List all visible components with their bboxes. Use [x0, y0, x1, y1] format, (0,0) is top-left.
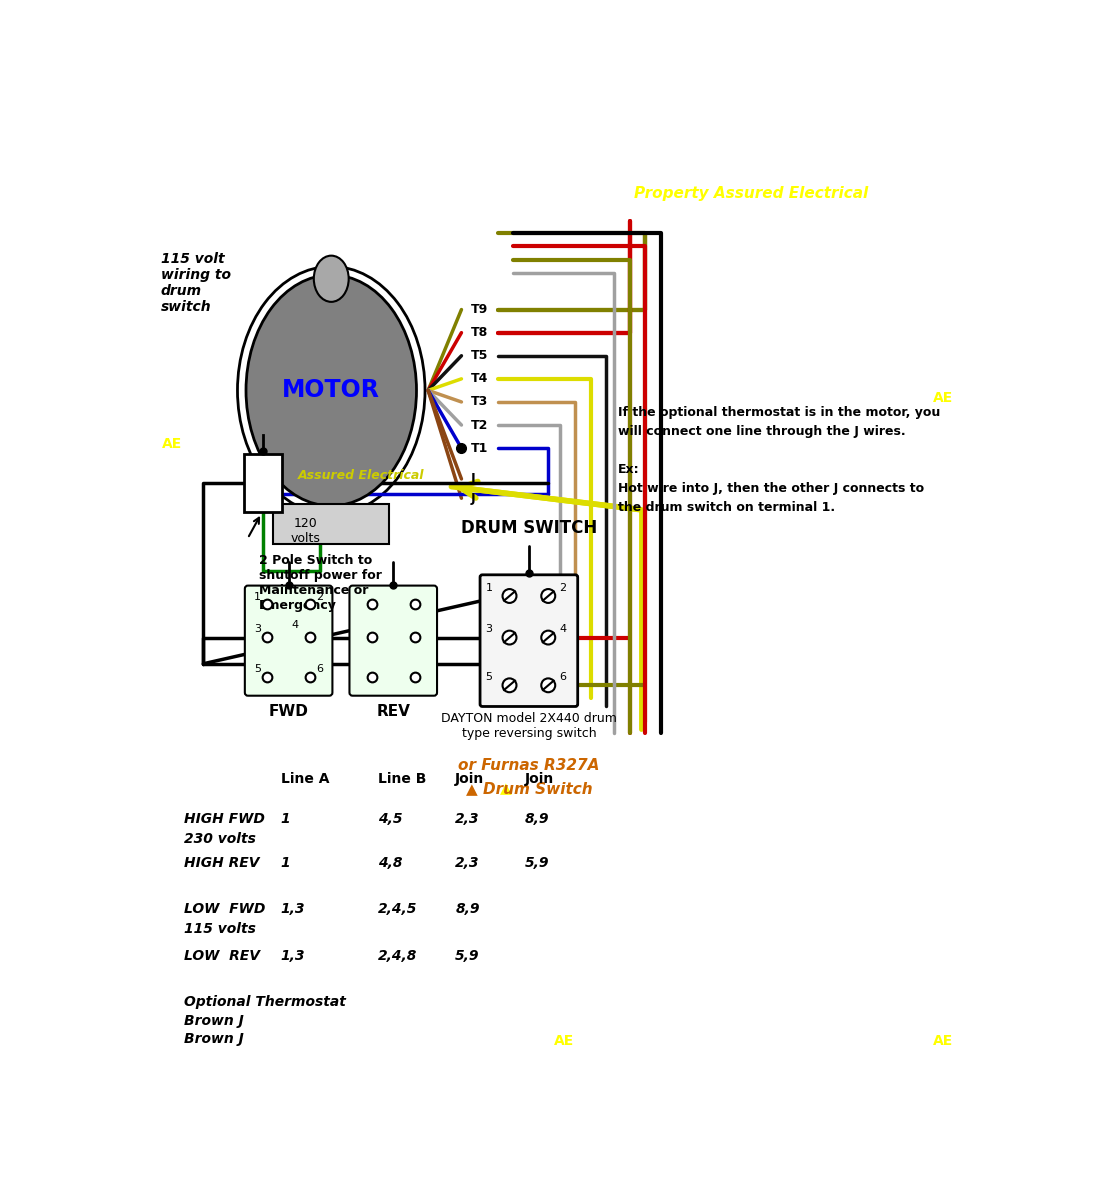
Text: 120
volts: 120 volts [290, 517, 320, 546]
FancyBboxPatch shape [480, 575, 578, 707]
Circle shape [503, 631, 517, 644]
Text: AE: AE [553, 1034, 574, 1048]
Text: 115 volt
wiring to
drum
switch: 115 volt wiring to drum switch [161, 252, 231, 314]
Text: 1,3: 1,3 [280, 949, 306, 962]
Text: 4,8: 4,8 [377, 857, 403, 870]
Text: 6: 6 [316, 665, 323, 674]
FancyBboxPatch shape [350, 586, 437, 696]
Circle shape [541, 589, 556, 602]
Text: LOW  REV: LOW REV [184, 949, 260, 962]
Text: 1,3: 1,3 [280, 902, 306, 917]
Text: REV: REV [376, 704, 410, 719]
Text: T9: T9 [471, 304, 488, 316]
Text: 2,3: 2,3 [455, 811, 480, 826]
Text: AE: AE [163, 437, 183, 451]
Text: 2,4,5: 2,4,5 [377, 902, 417, 917]
Text: 1: 1 [485, 583, 493, 593]
Circle shape [541, 631, 556, 644]
Text: DAYTON model 2X440 drum
type reversing switch: DAYTON model 2X440 drum type reversing s… [441, 712, 617, 740]
Text: Line A: Line A [280, 772, 329, 786]
Text: Property Assured Electrical: Property Assured Electrical [634, 186, 868, 202]
Text: ▲: ▲ [499, 781, 512, 796]
Bar [273, 504, 389, 545]
Text: DRUM SWITCH: DRUM SWITCH [461, 520, 597, 538]
Text: 1: 1 [280, 811, 290, 826]
Circle shape [503, 678, 517, 692]
Text: 4,5: 4,5 [377, 811, 403, 826]
Text: T2: T2 [471, 419, 488, 432]
Text: 115 volts: 115 volts [184, 923, 256, 936]
Text: HIGH FWD: HIGH FWD [184, 811, 265, 826]
Text: FWD: FWD [268, 704, 309, 719]
Text: Brown J: Brown J [184, 1014, 244, 1028]
Text: Join: Join [525, 772, 554, 786]
Text: 5,9: 5,9 [455, 949, 480, 962]
Text: Optional Thermostat: Optional Thermostat [184, 995, 345, 1009]
Text: T4: T4 [471, 372, 488, 385]
Text: T3: T3 [471, 396, 488, 408]
Text: 2: 2 [559, 583, 566, 593]
Text: 3: 3 [485, 624, 493, 635]
Text: 8,9: 8,9 [525, 811, 550, 826]
Text: 4: 4 [292, 619, 298, 630]
Text: 5: 5 [254, 665, 261, 674]
Text: Join: Join [455, 772, 484, 786]
Circle shape [503, 589, 517, 602]
Text: ▲ Drum Switch: ▲ Drum Switch [465, 781, 592, 796]
Text: T1: T1 [471, 442, 488, 455]
Text: 1: 1 [254, 592, 261, 602]
Text: 2 Pole Switch to
shutoff power for
Maintenance or
Emergency: 2 Pole Switch to shutoff power for Maint… [260, 554, 382, 612]
Text: or Furnas R327A: or Furnas R327A [459, 758, 600, 773]
Text: Line B: Line B [377, 772, 426, 786]
Text: 2: 2 [316, 592, 323, 602]
Text: 230 volts: 230 volts [184, 832, 256, 846]
Text: AE: AE [934, 1034, 954, 1048]
Text: 2,4,8: 2,4,8 [377, 949, 417, 962]
Text: 5: 5 [485, 672, 493, 683]
Text: T5: T5 [471, 349, 488, 362]
Text: 6: 6 [559, 672, 566, 683]
Bar [244, 454, 283, 511]
FancyBboxPatch shape [245, 586, 332, 696]
Text: T8: T8 [471, 326, 488, 340]
Text: 1: 1 [280, 857, 290, 870]
Text: AE: AE [934, 391, 954, 406]
Text: 5,9: 5,9 [525, 857, 550, 870]
Text: MOTOR: MOTOR [283, 378, 381, 402]
Text: 8,9: 8,9 [455, 902, 480, 917]
Ellipse shape [314, 256, 349, 302]
Text: 2,3: 2,3 [455, 857, 480, 870]
Ellipse shape [246, 275, 417, 506]
Text: LOW  FWD: LOW FWD [184, 902, 265, 917]
Circle shape [541, 678, 556, 692]
Text: HIGH REV: HIGH REV [184, 857, 260, 870]
Text: J: J [471, 473, 475, 486]
Text: Brown J: Brown J [184, 1032, 244, 1046]
Text: 3: 3 [254, 624, 261, 634]
Text: Assured Electrical: Assured Electrical [298, 468, 425, 481]
Text: J: J [471, 492, 475, 505]
Text: 4: 4 [559, 624, 566, 635]
Text: If the optional thermostat is in the motor, you
will connect one line through th: If the optional thermostat is in the mot… [618, 406, 940, 514]
